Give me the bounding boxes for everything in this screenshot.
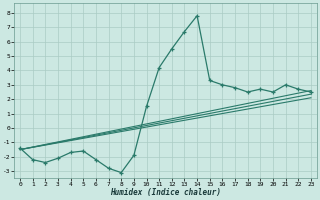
X-axis label: Humidex (Indice chaleur): Humidex (Indice chaleur) [110, 188, 221, 197]
